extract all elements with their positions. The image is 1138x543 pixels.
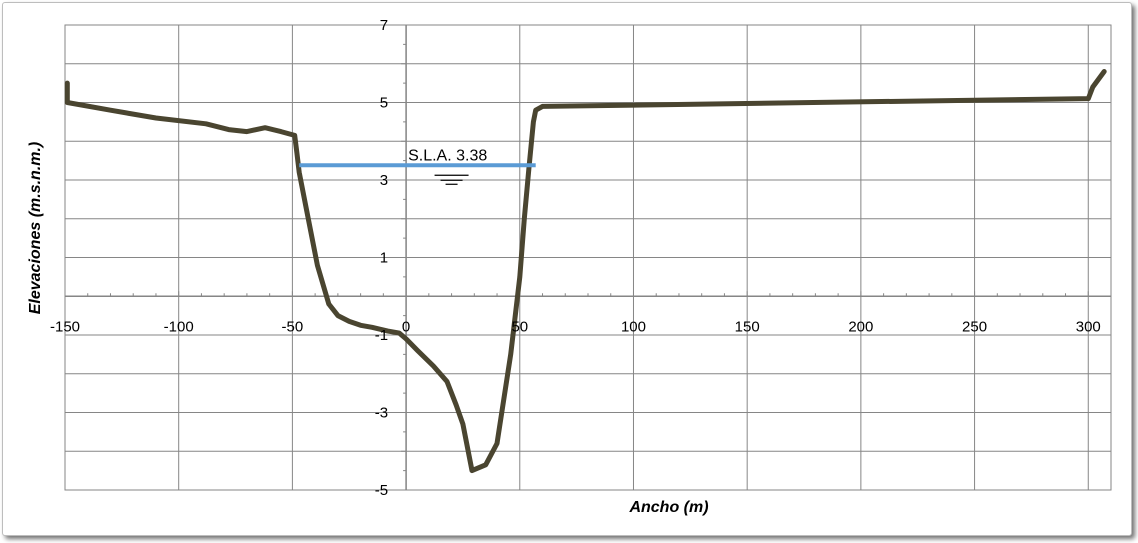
y-tick-label: -3: [375, 405, 388, 422]
x-axis-title: Ancho (m): [628, 499, 708, 516]
y-tick-label: 3: [380, 172, 388, 189]
water-level-label: S.L.A. 3.38: [408, 147, 487, 164]
annotation-layer: S.L.A. 3.38: [299, 147, 536, 185]
axes-layer: [64, 24, 1112, 491]
y-tick-label: 1: [380, 250, 388, 267]
label-layer: -150 -100 -50 0 50 100 150 200 250 300 7 5 3 1 -1 -3 -5: [50, 17, 1101, 499]
x-tick-label: -100: [164, 318, 194, 335]
x-tick-label: 150: [735, 318, 760, 335]
y-axis-title: Elevaciones (m.s.n.m.): [27, 142, 44, 315]
x-tick-label: 300: [1076, 318, 1101, 335]
x-tick-label: 50: [511, 318, 528, 335]
x-tick-label: -150: [50, 318, 80, 335]
y-tick-label: 5: [380, 95, 388, 112]
x-tick-label: 250: [962, 318, 987, 335]
x-tick-label: 0: [402, 318, 410, 335]
chart-frame: S.L.A. 3.38 -150 -100 -50 0 50 100 150 200 250 30…: [2, 2, 1132, 536]
x-tick-label: 100: [621, 318, 646, 335]
series-layer: [64, 69, 1107, 474]
grid-layer: [64, 24, 1112, 491]
y-tick-label: 7: [380, 17, 388, 34]
y-tick-label: -5: [375, 482, 388, 499]
x-tick-label: -50: [282, 318, 304, 335]
cross-section-chart: S.L.A. 3.38 -150 -100 -50 0 50 100 150 200 250 30…: [27, 17, 1112, 516]
terrain-profile-line: [64, 69, 1107, 474]
x-tick-label: 200: [848, 318, 873, 335]
y-tick-label: -1: [375, 327, 388, 344]
